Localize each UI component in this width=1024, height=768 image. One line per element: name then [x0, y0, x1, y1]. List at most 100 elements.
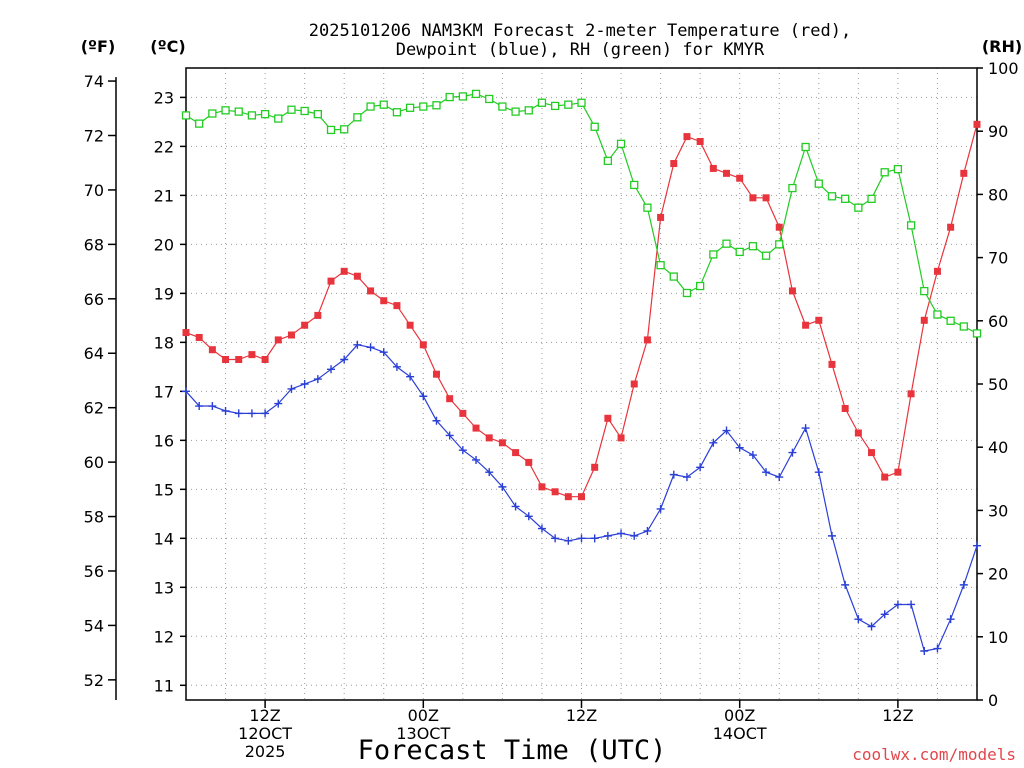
- dewpoint-point-19: [432, 416, 441, 425]
- time-tick-label-6-1: 12OCT: [238, 724, 292, 743]
- dewpoint-point-41: [722, 426, 731, 435]
- rh-tick-label-100: 100: [988, 59, 1019, 78]
- fahrenheit-tick-label-60: 60: [84, 453, 104, 472]
- rh-point-10: [313, 109, 322, 119]
- dewpoint-point-29: [564, 536, 573, 545]
- fahrenheit-tick-label-70: 70: [84, 181, 104, 200]
- rh-point-58: [946, 316, 955, 325]
- fahrenheit-tick-label-56: 56: [84, 562, 104, 581]
- fahrenheit-tick-label-54: 54: [84, 616, 104, 635]
- rh-point-2: [208, 109, 217, 118]
- rh-point-46: [788, 183, 797, 193]
- temperature-point-55: [907, 390, 915, 398]
- dewpoint-point-53: [880, 610, 889, 619]
- rh-point-6: [260, 109, 270, 119]
- time-tick-label-30-0: 12Z: [566, 706, 597, 725]
- celsius-tick-label-22: 22: [154, 137, 174, 156]
- rh-point-53: [880, 168, 889, 177]
- temperature-point-48: [815, 316, 823, 324]
- temperature-point-53: [881, 473, 889, 481]
- time-tick-label-18-0: 00Z: [408, 706, 439, 725]
- rh-point-51: [854, 203, 863, 212]
- chart-title-line-2: Dewpoint (blue), RH (green) for KMYR: [396, 40, 765, 60]
- rh-point-57: [933, 310, 942, 319]
- dewpoint-point-23: [485, 468, 494, 477]
- dewpoint-point-17: [406, 372, 415, 381]
- rh-point-18: [419, 102, 428, 111]
- rh-point-15: [379, 100, 388, 109]
- temperature-point-33: [617, 434, 625, 442]
- rh-point-49: [827, 192, 837, 201]
- dewpoint-point-9: [300, 380, 309, 388]
- rh-point-22: [471, 89, 481, 99]
- rh-point-3: [221, 106, 230, 115]
- dewpoint-point-18: [419, 392, 428, 401]
- temperature-point-6: [261, 356, 269, 364]
- rh-point-7: [274, 114, 283, 123]
- celsius-tick-label-23: 23: [154, 88, 174, 107]
- temperature-point-34: [630, 380, 638, 388]
- temperature-point-38: [683, 133, 691, 141]
- celsius-axis-unit: (ºC): [150, 37, 185, 56]
- temperature-point-11: [327, 277, 335, 285]
- rh-point-23: [485, 94, 494, 104]
- fahrenheit-tick-label-52: 52: [84, 671, 104, 690]
- dewpoint-point-50: [841, 580, 850, 589]
- temperature-point-47: [802, 321, 810, 329]
- temperature-point-13: [353, 272, 361, 280]
- rh-point-52: [867, 194, 876, 203]
- rh-point-1: [195, 119, 204, 128]
- rh-point-19: [432, 101, 441, 110]
- rh-point-17: [405, 103, 415, 112]
- temperature-point-50: [841, 404, 849, 412]
- rh-point-39: [696, 281, 705, 291]
- dewpoint-point-22: [472, 455, 481, 464]
- rh-point-27: [537, 98, 547, 107]
- dewpoint-point-1: [195, 402, 204, 411]
- rh-point-54: [893, 164, 903, 174]
- rh-point-32: [603, 156, 613, 166]
- temperature-point-24: [498, 439, 506, 447]
- dewpoint-point-21: [458, 446, 467, 455]
- temperature-point-51: [854, 429, 862, 437]
- rh-tick-label-80: 80: [988, 185, 1008, 204]
- rh-point-60: [972, 329, 982, 338]
- celsius-tick-label-18: 18: [154, 333, 174, 352]
- temperature-point-58: [947, 223, 955, 231]
- rh-point-40: [709, 250, 718, 259]
- temperature-point-29: [564, 493, 572, 501]
- temperature-point-54: [894, 468, 902, 476]
- fahrenheit-tick-label-66: 66: [84, 290, 104, 309]
- fahrenheit-tick-label-62: 62: [84, 399, 104, 418]
- chart-title-line-1: 2025101206 NAM3KM Forecast 2-meter Tempe…: [309, 21, 851, 41]
- rh-tick-label-40: 40: [988, 438, 1008, 457]
- rh-tick-label-30: 30: [988, 501, 1008, 520]
- temperature-point-0: [182, 329, 190, 337]
- dewpoint-point-27: [537, 524, 546, 533]
- dewpoint-point-44: [762, 468, 771, 477]
- dewpoint-point-8: [287, 384, 296, 393]
- dewpoint-point-48: [814, 468, 823, 477]
- temperature-point-28: [551, 488, 559, 496]
- dewpoint-point-5: [247, 409, 256, 418]
- dewpoint-point-59: [959, 580, 968, 589]
- rh-point-56: [920, 286, 929, 296]
- temperature-point-15: [380, 297, 388, 305]
- rh-point-21: [458, 92, 468, 101]
- celsius-tick-label-19: 19: [154, 284, 174, 303]
- dewpoint-point-7: [274, 399, 283, 408]
- rh-point-50: [841, 194, 850, 203]
- celsius-tick-label-15: 15: [154, 480, 174, 499]
- rh-point-48: [814, 179, 823, 188]
- rh-point-28: [550, 101, 560, 111]
- fahrenheit-axis: 52 54 56 58 60 62 64 66 68 70 72 74: [84, 72, 116, 690]
- rh-point-0: [181, 111, 191, 120]
- dewpoint-point-6: [261, 409, 270, 418]
- data-series: [181, 89, 982, 656]
- dewpoint-point-42: [735, 443, 744, 452]
- rh-point-33: [616, 139, 626, 148]
- rh-point-34: [630, 180, 639, 190]
- temperature-point-27: [538, 483, 546, 491]
- rh-point-42: [735, 247, 744, 257]
